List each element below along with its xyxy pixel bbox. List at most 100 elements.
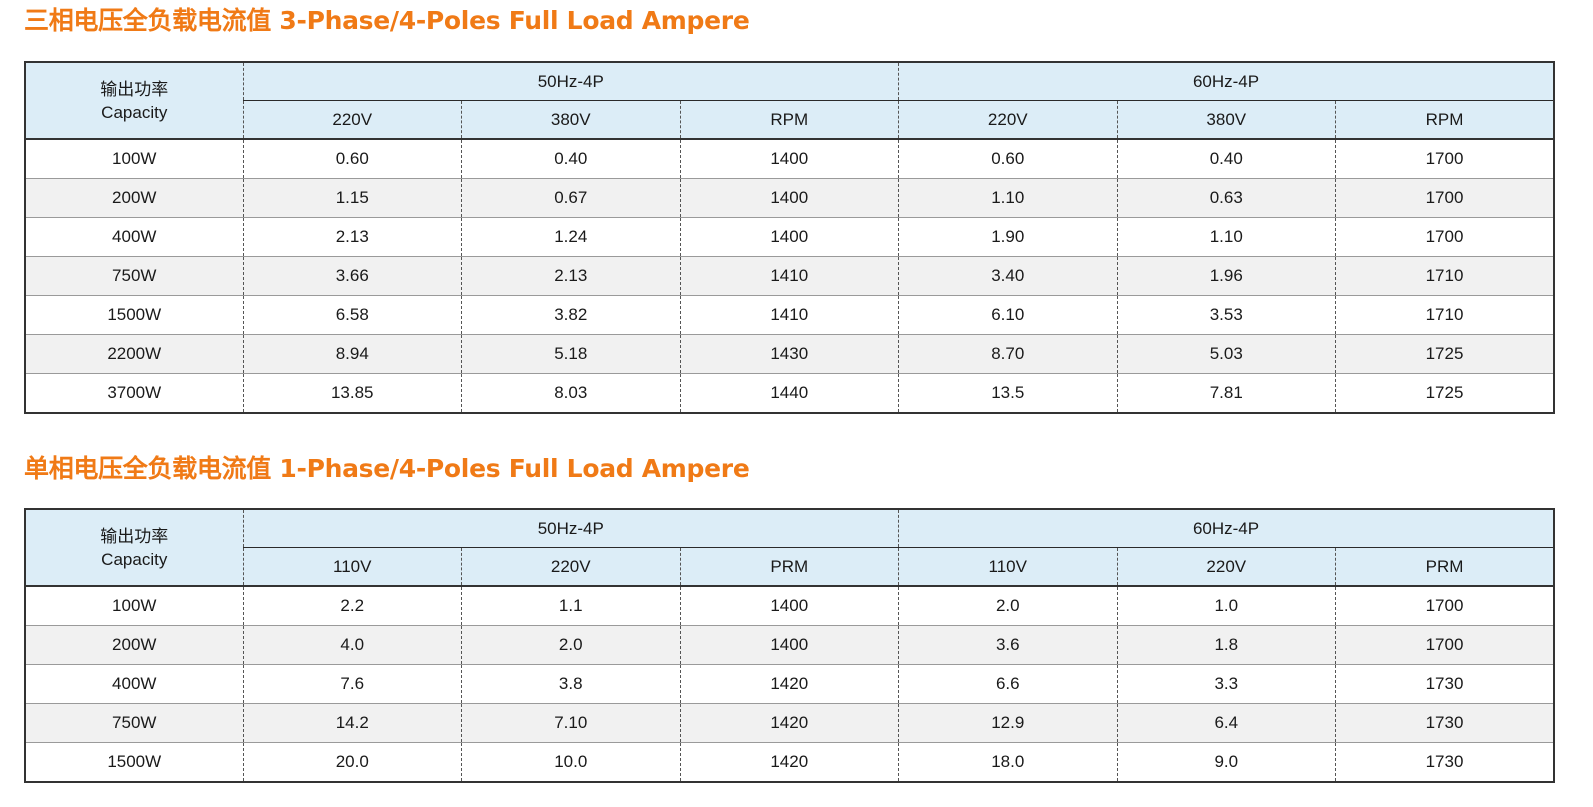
value-cell: 1400 [679, 217, 899, 257]
value-cell: 1700 [1335, 139, 1555, 179]
value-cell: 8.94 [242, 334, 462, 374]
value-cell: 1.10 [1116, 217, 1336, 257]
value-cell: 1700 [1335, 217, 1555, 257]
value-cell: 2.0 [461, 625, 680, 665]
capacity-cell: 400W [25, 664, 243, 704]
value-cell: 2.13 [242, 217, 462, 257]
three-phase-title: 三相电压全负载电流值 3-Phase/4-Poles Full Load Amp… [24, 6, 750, 35]
value-cell: 1730 [1335, 742, 1555, 782]
value-cell: 3.40 [898, 256, 1118, 296]
value-cell: 0.67 [461, 178, 680, 218]
value-cell: 4.0 [242, 625, 462, 665]
value-cell: 1.15 [242, 178, 462, 218]
value-cell: 9.0 [1116, 742, 1336, 782]
value-cell: 18.0 [898, 742, 1118, 782]
value-cell: 7.6 [242, 664, 462, 704]
single-phase-table: 输出功率 Capacity 50Hz-4P 60Hz-4P 110V 220V … [24, 508, 1556, 783]
value-cell: 8.70 [898, 334, 1118, 374]
table-row: 1500W 20.0 10.0 1420 18.0 9.0 1730 [25, 742, 1555, 782]
table-row: 3700W 13.85 8.03 1440 13.5 7.81 1725 [25, 373, 1555, 413]
value-cell: 1410 [679, 295, 899, 335]
value-cell: 1730 [1335, 703, 1555, 743]
capacity-cell: 3700W [25, 373, 243, 413]
value-cell: 0.40 [461, 139, 680, 179]
value-cell: 1400 [679, 139, 899, 179]
value-cell: 1420 [679, 703, 899, 743]
value-cell: 1420 [679, 742, 899, 782]
capacity-header-en: Capacity [101, 102, 168, 122]
sub-header: 220V [243, 100, 462, 140]
single-phase-title: 单相电压全负载电流值 1-Phase/4-Poles Full Load Amp… [24, 454, 750, 483]
value-cell: 14.2 [242, 703, 462, 743]
group-header-50hz: 50Hz-4P [243, 62, 899, 101]
sub-header: 220V [898, 100, 1118, 140]
value-cell: 13.85 [242, 373, 462, 413]
value-cell: 1700 [1335, 625, 1555, 665]
sub-header: 110V [243, 547, 462, 587]
value-cell: 6.6 [898, 664, 1118, 704]
capacity-cell: 750W [25, 256, 243, 296]
value-cell: 7.81 [1116, 373, 1336, 413]
value-cell: 3.3 [1116, 664, 1336, 704]
value-cell: 1400 [679, 586, 899, 626]
value-cell: 1.96 [1116, 256, 1336, 296]
capacity-cell: 200W [25, 625, 243, 665]
value-cell: 0.60 [242, 139, 462, 179]
value-cell: 1440 [679, 373, 899, 413]
value-cell: 1700 [1335, 586, 1555, 626]
value-cell: 1.0 [1116, 586, 1336, 626]
sub-header: RPM [679, 100, 899, 140]
table-body: 100W 0.60 0.40 1400 0.60 0.40 1700 200W 1.15 0.67… [25, 139, 1555, 413]
sub-header: 110V [898, 547, 1118, 587]
sub-header: 220V [461, 547, 680, 587]
sub-header: RPM [1335, 100, 1555, 140]
capacity-cell: 200W [25, 178, 243, 218]
capacity-cell: 400W [25, 217, 243, 257]
value-cell: 5.18 [461, 334, 680, 374]
capacity-cell: 1500W [25, 295, 243, 335]
value-cell: 1400 [679, 625, 899, 665]
value-cell: 13.5 [898, 373, 1118, 413]
value-cell: 3.66 [242, 256, 462, 296]
value-cell: 10.0 [461, 742, 680, 782]
table-row: 100W 0.60 0.40 1400 0.60 0.40 1700 [25, 139, 1555, 179]
table-row: 750W 14.2 7.10 1420 12.9 6.4 1730 [25, 703, 1555, 743]
capacity-cell: 1500W [25, 742, 243, 782]
capacity-header-cn: 输出功率 [100, 79, 169, 99]
value-cell: 1730 [1335, 664, 1555, 704]
value-cell: 1.1 [461, 586, 680, 626]
value-cell: 1400 [679, 178, 899, 218]
table-row: 100W 2.2 1.1 1400 2.0 1.0 1700 [25, 586, 1555, 626]
sub-header: PRM [679, 547, 899, 587]
group-header-60hz: 60Hz-4P [898, 509, 1555, 548]
table-body: 100W 2.2 1.1 1400 2.0 1.0 1700 200W 4.0 2.0 1400 3.… [25, 586, 1555, 782]
sub-header: 220V [1116, 547, 1336, 587]
table-row: 200W 1.15 0.67 1400 1.10 0.63 1700 [25, 178, 1555, 218]
table-row: 2200W 8.94 5.18 1430 8.70 5.03 1725 [25, 334, 1555, 374]
value-cell: 1700 [1335, 178, 1555, 218]
value-cell: 12.9 [898, 703, 1118, 743]
table-row: 400W 2.13 1.24 1400 1.90 1.10 1700 [25, 217, 1555, 257]
value-cell: 1.24 [461, 217, 680, 257]
table-row: 1500W 6.58 3.82 1410 6.10 3.53 1710 [25, 295, 1555, 335]
value-cell: 1.90 [898, 217, 1118, 257]
table-row: 750W 3.66 2.13 1410 3.40 1.96 1710 [25, 256, 1555, 296]
capacity-header-cn: 输出功率 [100, 526, 169, 546]
table-row: 400W 7.6 3.8 1420 6.6 3.3 1730 [25, 664, 1555, 704]
value-cell: 0.63 [1116, 178, 1336, 218]
capacity-header: 输出功率 Capacity [25, 509, 244, 587]
sub-header: 380V [461, 100, 680, 140]
value-cell: 20.0 [242, 742, 462, 782]
capacity-header: 输出功率 Capacity [25, 62, 244, 140]
value-cell: 6.58 [242, 295, 462, 335]
value-cell: 3.8 [461, 664, 680, 704]
sub-header: 380V [1116, 100, 1336, 140]
value-cell: 1710 [1335, 256, 1555, 296]
capacity-cell: 2200W [25, 334, 243, 374]
value-cell: 1430 [679, 334, 899, 374]
capacity-cell: 100W [25, 586, 243, 626]
value-cell: 1725 [1335, 373, 1555, 413]
value-cell: 0.40 [1116, 139, 1336, 179]
value-cell: 1.8 [1116, 625, 1336, 665]
value-cell: 2.13 [461, 256, 680, 296]
